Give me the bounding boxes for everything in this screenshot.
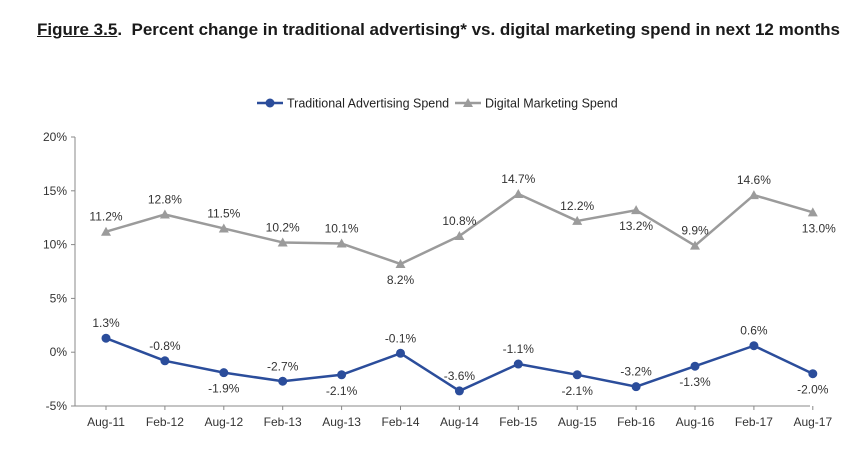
legend-label-traditional: Traditional Advertising Spend xyxy=(287,97,449,111)
data-label-traditional: -2.1% xyxy=(326,384,358,398)
data-label-digital: 11.5% xyxy=(207,206,240,220)
y-tick-label: 5% xyxy=(50,291,68,305)
data-label-digital: 13.2% xyxy=(619,219,653,233)
data-point-traditional xyxy=(337,370,347,380)
data-label-digital: 11.2% xyxy=(89,210,122,224)
x-tick-label: Aug-14 xyxy=(440,415,479,429)
data-label-digital: 10.2% xyxy=(266,220,300,234)
data-point-traditional xyxy=(572,370,582,380)
chart-title: Figure 3.5. Percent change in traditiona… xyxy=(37,20,840,40)
x-tick-label: Aug-12 xyxy=(204,415,243,429)
x-tick-label: Feb-16 xyxy=(617,415,655,429)
data-label-digital: 12.2% xyxy=(560,199,594,213)
data-point-traditional xyxy=(808,369,818,379)
x-tick-label: Feb-15 xyxy=(499,415,537,429)
legend-marker-traditional xyxy=(265,98,275,108)
data-label-traditional: -0.8% xyxy=(149,339,181,353)
data-point-digital xyxy=(807,207,818,217)
y-tick-label: 0% xyxy=(50,345,68,359)
x-tick-label: Feb-12 xyxy=(146,415,184,429)
data-point-traditional xyxy=(101,333,111,343)
data-label-digital: 14.7% xyxy=(501,172,535,186)
data-label-digital: 10.8% xyxy=(442,214,476,228)
x-tick-label: Aug-15 xyxy=(558,415,597,429)
data-point-digital xyxy=(690,240,700,250)
y-tick-label: 20% xyxy=(43,130,67,144)
data-point-digital xyxy=(159,209,170,219)
series-layer xyxy=(101,189,818,396)
data-label-traditional: 0.6% xyxy=(740,324,768,338)
data-label-traditional: -1.1% xyxy=(503,342,535,356)
data-point-traditional xyxy=(219,368,229,378)
data-label-traditional: -2.7% xyxy=(267,359,299,373)
data-label-digital: 14.6% xyxy=(737,173,771,187)
data-label-traditional: -2.1% xyxy=(562,384,594,398)
data-label-digital: 12.8% xyxy=(148,192,182,206)
data-point-digital xyxy=(336,238,347,248)
legend-label-digital: Digital Marketing Spend xyxy=(485,97,618,111)
axes: 20% 15% 10% 5% 0% -5% Aug-11 Feb-12 Aug-12 Feb-13… xyxy=(43,130,833,429)
figure-number: Figure 3.5 xyxy=(37,20,118,39)
data-label-traditional: -2.0% xyxy=(797,383,829,397)
title-text: Percent change in traditional advertisin… xyxy=(131,20,840,39)
data-point-digital xyxy=(277,237,288,247)
data-label-digital: 9.9% xyxy=(681,224,709,238)
data-labels: 1.3% -0.8% -1.9% -2.7% -2.1% -0.1% -3.6% -1.1% -… xyxy=(89,172,836,398)
data-point-digital xyxy=(218,223,229,233)
data-label-traditional: -3.6% xyxy=(444,369,476,383)
data-label-digital: 10.1% xyxy=(325,222,359,236)
x-tick-label: Aug-13 xyxy=(322,415,361,429)
data-point-traditional xyxy=(631,382,641,392)
data-point-traditional xyxy=(160,356,170,366)
data-point-traditional xyxy=(454,386,464,396)
x-tick-label: Feb-17 xyxy=(735,415,773,429)
data-label-digital: 13.0% xyxy=(802,221,836,235)
y-tick-label: 10% xyxy=(43,238,67,252)
data-label-traditional: -0.1% xyxy=(385,331,417,345)
data-point-traditional xyxy=(396,348,405,358)
x-tick-label: Aug-16 xyxy=(676,415,715,429)
data-point-digital xyxy=(513,189,524,199)
data-label-traditional: -1.3% xyxy=(679,375,711,389)
data-label-traditional: -1.9% xyxy=(208,382,240,396)
data-point-digital xyxy=(395,258,406,268)
data-point-digital xyxy=(454,230,465,240)
data-point-digital xyxy=(101,226,111,236)
x-tick-label: Feb-13 xyxy=(264,415,302,429)
data-label-digital: 8.2% xyxy=(387,273,415,287)
legend-marker-digital xyxy=(463,98,473,107)
x-tick-label: Aug-11 xyxy=(87,415,125,429)
data-point-traditional xyxy=(278,376,288,386)
data-label-traditional: -3.2% xyxy=(620,365,652,379)
data-point-digital xyxy=(748,190,759,200)
title-separator: . xyxy=(117,20,132,39)
data-label-traditional: 1.3% xyxy=(92,316,120,330)
y-tick-label: 15% xyxy=(43,184,67,198)
data-point-traditional xyxy=(513,359,523,369)
data-point-traditional xyxy=(690,361,700,371)
x-tick-label: Feb-14 xyxy=(381,415,419,429)
legend: Traditional Advertising Spend Digital Mar… xyxy=(257,97,618,111)
data-point-digital xyxy=(631,205,642,215)
data-point-digital xyxy=(572,215,583,225)
x-tick-label: Aug-17 xyxy=(793,415,832,429)
data-point-traditional xyxy=(749,341,759,351)
y-tick-label: -5% xyxy=(46,399,68,413)
